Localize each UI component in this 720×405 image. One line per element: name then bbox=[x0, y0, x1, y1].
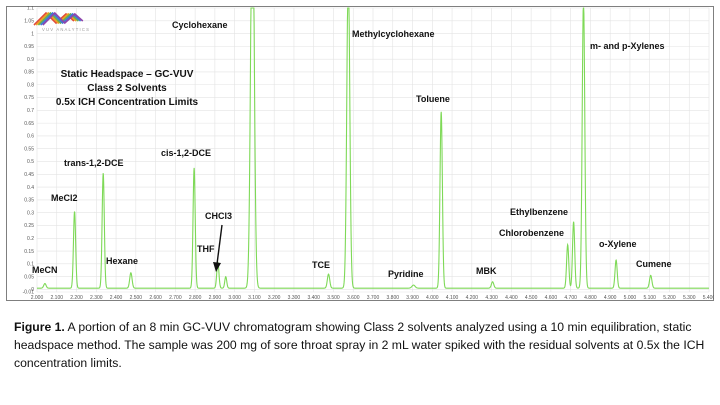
x-tick-label: 3.100 bbox=[248, 295, 261, 301]
peak-label-o-xylene: o-Xylene bbox=[599, 239, 637, 249]
y-tick-label: 0.65 bbox=[24, 121, 34, 127]
x-tick-label: 2.100 bbox=[51, 295, 64, 301]
x-tick-label: 4.900 bbox=[604, 295, 617, 301]
y-tick-label: -0.01 bbox=[23, 290, 35, 296]
x-tick-label: 3.300 bbox=[288, 295, 301, 301]
y-tick-label: 0.05 bbox=[24, 274, 34, 280]
x-tick-label: 5.400 bbox=[703, 295, 714, 301]
peak-label-cumene: Cumene bbox=[636, 259, 672, 269]
chromatogram-chart: -0.01 0 0.05 0.1 0.15 0.2 0.25 0.3 0.35 0.4 0.45 0.… bbox=[6, 6, 714, 301]
logo-wave-stroke bbox=[42, 11, 84, 26]
x-tick-label: 2.300 bbox=[90, 295, 103, 301]
chart-title-line-3: 0.5x ICH Concentration Limits bbox=[56, 97, 199, 108]
y-tick-label: 0.45 bbox=[24, 172, 34, 178]
x-tick-label: 2.200 bbox=[70, 295, 83, 301]
x-tick-label: 5.200 bbox=[663, 295, 676, 301]
figure-caption: Figure 1. A portion of an 8 min GC-VUV c… bbox=[14, 318, 714, 372]
x-tick-label: 5.100 bbox=[643, 295, 656, 301]
x-tick-label: 3.600 bbox=[347, 295, 360, 301]
peak-label-trans-dce: trans-1,2-DCE bbox=[64, 158, 124, 168]
peak-label-pyridine: Pyridine bbox=[388, 269, 424, 279]
y-tick-label: 0.6 bbox=[27, 134, 34, 140]
x-tick-label: 4.800 bbox=[584, 295, 597, 301]
logo-wave-mark bbox=[33, 11, 84, 26]
y-tick-label: 0.95 bbox=[24, 44, 34, 50]
peak-label-cis-dce: cis-1,2-DCE bbox=[161, 148, 211, 158]
x-tick-label: 4.700 bbox=[564, 295, 577, 301]
arrow-shaft bbox=[216, 224, 223, 265]
chart-title-line-2: Class 2 Solvents bbox=[87, 83, 167, 94]
y-tick-label: 0.15 bbox=[24, 249, 34, 255]
peak-label-methylcyclohexane: Methylcyclohexane bbox=[352, 29, 435, 39]
peak-label-mbk: MBK bbox=[476, 266, 497, 276]
y-tick-label: 0.1 bbox=[27, 262, 34, 268]
x-tick-label: 4.600 bbox=[545, 295, 558, 301]
x-tick-label: 4.500 bbox=[525, 295, 538, 301]
peak-label-ethylbenzene: Ethylbenzene bbox=[510, 207, 568, 217]
y-tick-label: 0.8 bbox=[27, 82, 34, 88]
x-tick-label: 4.400 bbox=[505, 295, 518, 301]
y-tick-label: 0.25 bbox=[24, 223, 34, 229]
x-tick-label: 5.000 bbox=[624, 295, 637, 301]
x-tick-label: 2.800 bbox=[189, 295, 202, 301]
y-tick-label: 1.05 bbox=[24, 18, 34, 24]
vuv-analytics-logo: VUV ANALYTICS bbox=[33, 11, 90, 32]
peak-label-mecl2: MeCl2 bbox=[51, 193, 78, 203]
x-tick-label: 3.700 bbox=[367, 295, 380, 301]
logo-wordmark: VUV ANALYTICS bbox=[42, 27, 90, 32]
tick-labels: -0.010 0.05 0.1 0.15 0.2 0.25 0.3 0.35 0.4 0.45 0.… bbox=[23, 6, 714, 301]
x-tick-label: 4.000 bbox=[426, 295, 439, 301]
chart-title-line-1: Static Headspace – GC-VUV bbox=[61, 69, 194, 80]
y-tick-label: 0.2 bbox=[27, 236, 34, 242]
chromatogram-trace bbox=[37, 7, 709, 289]
y-tick-label: 0.85 bbox=[24, 70, 34, 76]
peak-label-mecn: MeCN bbox=[32, 265, 58, 275]
x-tick-label: 4.300 bbox=[485, 295, 498, 301]
x-tick-label: 2.500 bbox=[130, 295, 143, 301]
peak-label-chcl3: CHCl3 bbox=[205, 211, 232, 221]
logo-wave-stroke bbox=[40, 11, 82, 26]
y-tick-label: 0 bbox=[31, 287, 34, 293]
x-tick-label: 4.200 bbox=[466, 295, 479, 301]
caption-text: A portion of an 8 min GC-VUV chromatogra… bbox=[14, 320, 705, 370]
x-tick-label: 3.800 bbox=[387, 295, 400, 301]
peak-label-hexane: Hexane bbox=[106, 256, 138, 266]
x-tick-label: 2.700 bbox=[169, 295, 182, 301]
y-tick-label: 0.7 bbox=[27, 108, 34, 114]
peak-label-xylenes: m- and p-Xylenes bbox=[590, 41, 665, 51]
arrow-head bbox=[213, 262, 221, 272]
x-tick-label: 3.000 bbox=[228, 295, 241, 301]
peak-label-chlorobenzene: Chlorobenzene bbox=[499, 228, 564, 238]
chromatogram-svg: -0.010 0.05 0.1 0.15 0.2 0.25 0.3 0.35 0.4 0.45 0.… bbox=[6, 6, 714, 301]
peak-label-cyclohexane: Cyclohexane bbox=[172, 20, 228, 30]
y-tick-label: 0.4 bbox=[27, 185, 34, 191]
chcl3-pointer-arrow bbox=[213, 224, 223, 272]
x-tick-label: 3.500 bbox=[327, 295, 340, 301]
x-tick-label: 2.900 bbox=[209, 295, 222, 301]
chart-frame-border bbox=[6, 6, 714, 301]
x-tick-label: 2.400 bbox=[110, 295, 123, 301]
x-tick-label: 2.000 bbox=[31, 295, 44, 301]
peak-label-tce: TCE bbox=[312, 260, 330, 270]
y-tick-label: 1.1 bbox=[27, 6, 34, 12]
x-tick-label: 3.900 bbox=[406, 295, 419, 301]
x-tick-label: 4.100 bbox=[446, 295, 459, 301]
peak-label-thf: THF bbox=[197, 244, 215, 254]
x-tick-label: 2.600 bbox=[149, 295, 162, 301]
peak-label-toluene: Toluene bbox=[416, 94, 450, 104]
y-tick-label: 0.9 bbox=[27, 57, 34, 63]
y-tick-label: 0.3 bbox=[27, 210, 34, 216]
y-tick-label: 0.5 bbox=[27, 159, 34, 165]
figure-label: Figure 1. bbox=[14, 320, 65, 334]
y-tick-label: 0.35 bbox=[24, 198, 34, 204]
chart-title-block: Static Headspace – GC-VUV Class 2 Solven… bbox=[56, 69, 199, 108]
peak-labels: MeCN MeCl2 trans-1,2-DCE Hexane cis-1,2-… bbox=[32, 20, 672, 279]
y-tick-label: 0.75 bbox=[24, 95, 34, 101]
y-tick-label: 1 bbox=[31, 31, 34, 37]
x-tick-label: 3.200 bbox=[268, 295, 281, 301]
grid-layer bbox=[36, 7, 710, 293]
x-tick-label: 5.300 bbox=[683, 295, 696, 301]
x-tick-label: 3.400 bbox=[307, 295, 320, 301]
y-tick-label: 0.55 bbox=[24, 146, 34, 152]
